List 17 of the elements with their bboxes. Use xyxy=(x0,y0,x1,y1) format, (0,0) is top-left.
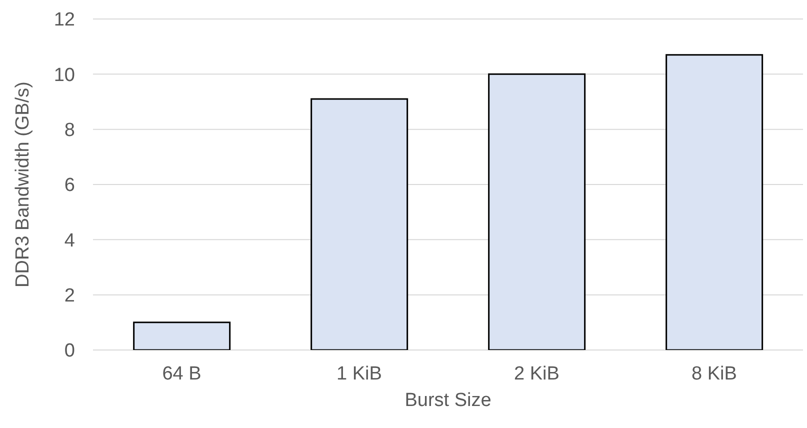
x-axis-title: Burst Size xyxy=(404,390,492,411)
y-tick-label: 0 xyxy=(64,340,75,362)
x-tick-label: 64 B xyxy=(162,363,202,384)
bar xyxy=(133,322,231,350)
y-tick-label: 10 xyxy=(54,64,75,86)
y-tick-label: 4 xyxy=(64,230,76,252)
bar xyxy=(666,54,764,350)
bar xyxy=(488,73,586,350)
y-tick-label: 6 xyxy=(64,175,75,196)
y-tick-label: 8 xyxy=(64,120,75,142)
x-tick-label: 8 KiB xyxy=(692,363,737,384)
y-tick-label: 2 xyxy=(64,286,75,307)
x-tick-label: 1 KiB xyxy=(336,363,382,384)
y-axis-title: DDR3 Bandwidth (GB/s) xyxy=(12,82,34,288)
bar xyxy=(310,98,408,350)
y-tick-label: 12 xyxy=(54,10,75,31)
x-tick-label: 2 KiB xyxy=(514,363,560,384)
